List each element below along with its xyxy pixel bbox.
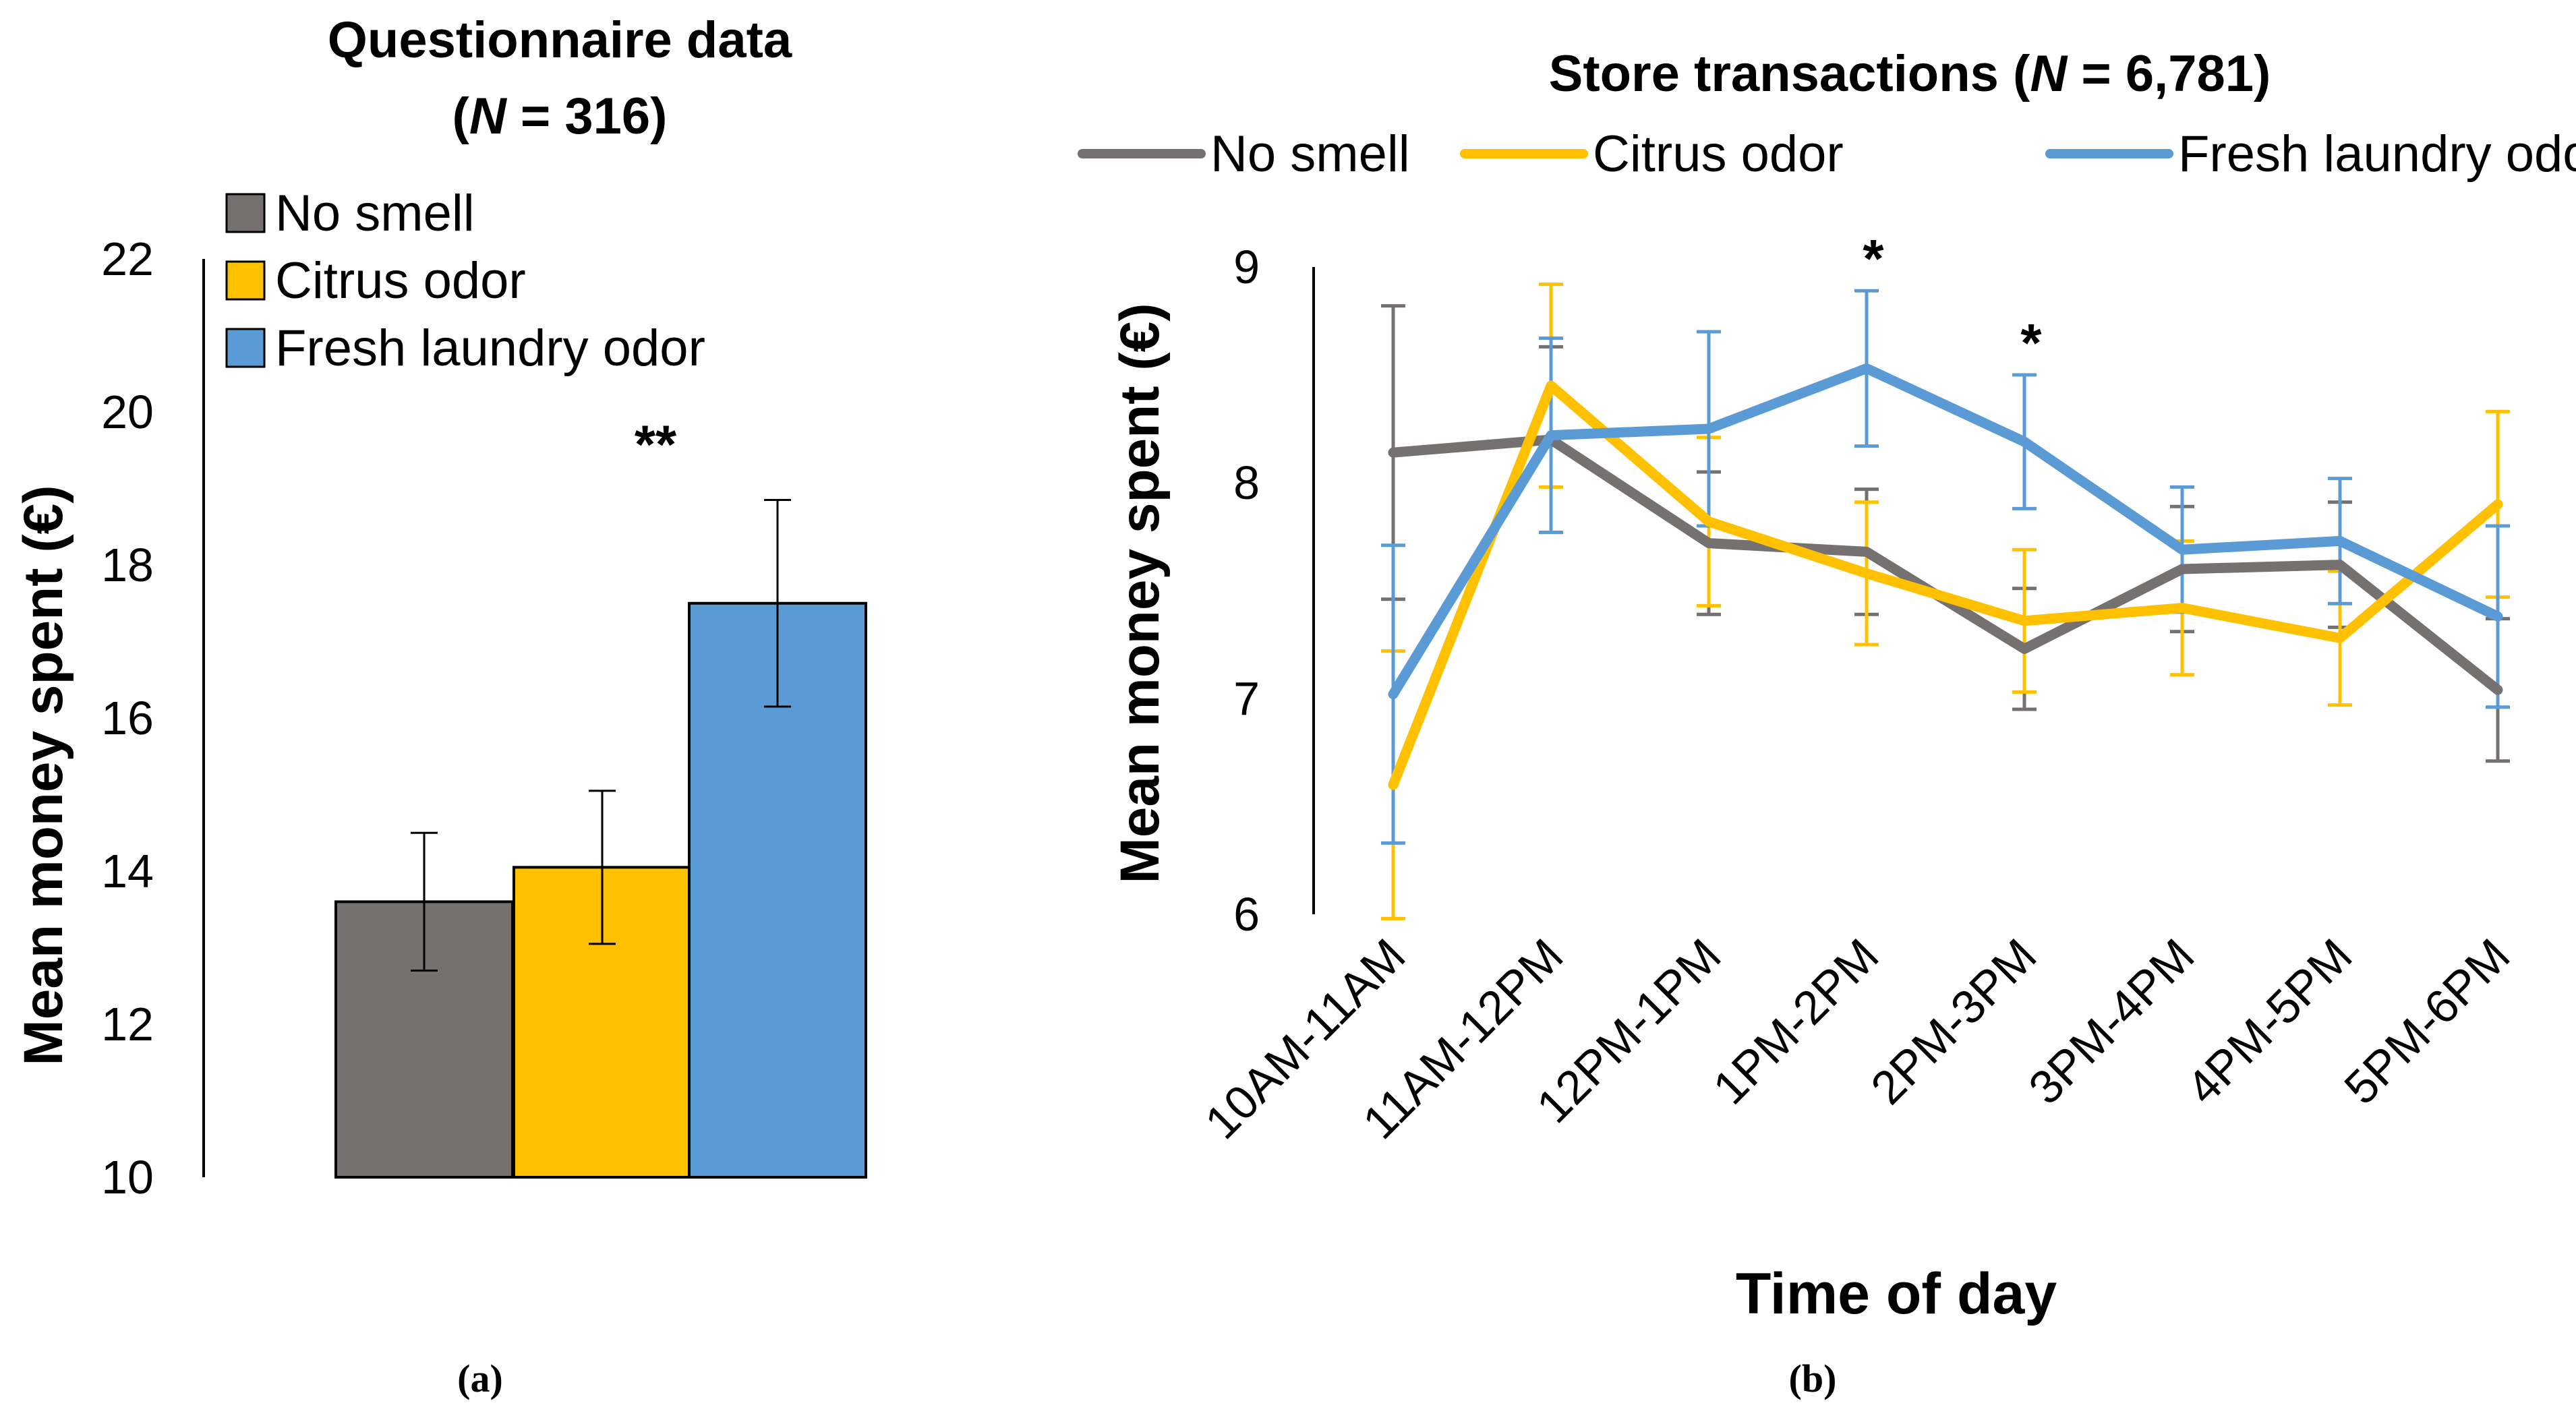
panel-a-title-line1: Questionnaire data [328, 11, 792, 69]
panel-a-label: (a) [457, 1357, 503, 1400]
panel-b-x-tick-label: 2PM-3PM [1861, 928, 2046, 1114]
panel-a-title-open: ( [452, 88, 470, 145]
panel-b-x-tick-label: 5PM-6PM [2334, 928, 2519, 1114]
panel-b-series-lines [1388, 363, 2503, 790]
panel-b-significance-marker-1: * [1863, 229, 1884, 289]
panel-b-legend-label-citrus-odor: Citrus odor [1593, 125, 1844, 183]
panel-b-x-tick-label: 4PM-5PM [2176, 928, 2362, 1114]
panel-a-y-tick-label: 16 [101, 692, 154, 744]
panel-a-y-tick-label: 18 [101, 539, 154, 591]
panel-b-y-tick-label: 8 [1233, 456, 1260, 509]
panel-b-label: (b) [1789, 1357, 1837, 1400]
panel-a-legend-label-fresh-laundry-odor: Fresh laundry odor [275, 320, 705, 377]
panel-b-title: Store transactions (N = 6,781) [1549, 45, 2271, 102]
panel-a-y-tick-label: 20 [101, 386, 154, 438]
series-line-citrus-odor [1388, 380, 2503, 790]
panel-a-legend-swatch-citrus-odor [225, 260, 266, 301]
panel-b: Store transactions (N = 6,781) No smell C… [1078, 45, 2576, 1400]
panel-b-significance-marker-2: * [2020, 313, 2042, 373]
panel-b-x-ticks: 10AM-11AM11AM-12PM12PM-1PM1PM-2PM2PM-3PM… [1195, 928, 2520, 1149]
panel-a-legend-swatch-no-smell [225, 193, 266, 233]
panel-b-x-tick-label: 1PM-2PM [1703, 928, 1888, 1114]
panel-b-y-axis-label: Mean money spent (€) [1109, 303, 1171, 883]
panel-a-y-tick-label: 22 [101, 233, 154, 285]
panel-a-error-bars [411, 499, 791, 972]
panel-a-y-tick-label: 12 [101, 998, 154, 1050]
panel-b-x-axis-label: Time of day [1736, 1262, 2057, 1326]
panel-a-legend: No smell Citrus odor Fresh laundry odor [225, 185, 705, 377]
panel-a-y-ticks: 10 12 14 16 18 20 22 [101, 233, 154, 1204]
panel-b-y-tick-label: 6 [1233, 888, 1260, 941]
panel-a-title-line2: (N = 316) [452, 88, 668, 145]
panel-a-title-n: N [469, 88, 508, 145]
panel-b-title-prefix: Store transactions ( [1549, 45, 2030, 102]
panel-a: Questionnaire data (N = 316) No smell Cit… [13, 11, 867, 1400]
panel-a-legend-label-citrus-odor: Citrus odor [275, 252, 526, 309]
panel-a-bars [334, 601, 867, 1179]
panel-b-x-tick-label: 3PM-4PM [2018, 928, 2204, 1114]
panel-a-y-tick-label: 10 [101, 1151, 154, 1204]
panel-b-title-n: N [2030, 45, 2068, 102]
panel-a-legend-label-no-smell: No smell [275, 185, 475, 242]
panel-a-title-count: = 316) [506, 88, 668, 145]
panel-a-legend-swatch-fresh-laundry-odor [225, 328, 266, 368]
panel-b-y-tick-label: 7 [1233, 672, 1260, 725]
panel-b-y-ticks: 6 7 8 9 [1233, 241, 1260, 941]
panel-a-significance-marker: ** [635, 415, 677, 475]
series-line-fresh-laundry-odor [1388, 363, 2503, 700]
panel-b-y-tick-label: 9 [1233, 241, 1260, 293]
panel-b-legend-label-fresh-laundry-odor: Fresh laundry odor [2178, 125, 2576, 183]
panel-b-legend: No smell Citrus odor Fresh laundry odor [1078, 125, 2576, 183]
panel-a-y-tick-label: 14 [101, 845, 154, 897]
panel-a-y-axis-label: Mean money spent (€) [13, 485, 74, 1065]
panel-b-legend-label-no-smell: No smell [1210, 125, 1410, 183]
panel-b-title-suffix: = 6,781) [2067, 45, 2271, 102]
